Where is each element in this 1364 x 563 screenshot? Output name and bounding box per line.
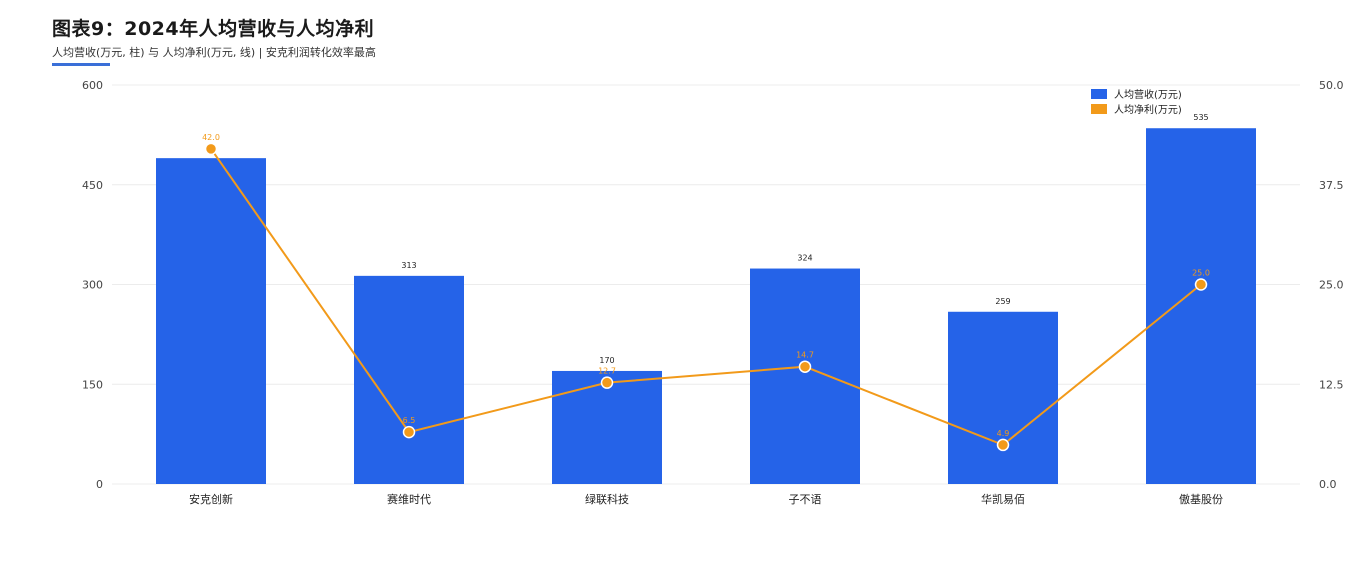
line-point xyxy=(204,142,218,156)
right-tick-label: 50.0 xyxy=(1319,79,1344,92)
legend-label: 人均营收(万元) xyxy=(1114,88,1182,101)
bar xyxy=(750,268,860,484)
line-point xyxy=(600,376,614,389)
title-underline xyxy=(52,63,110,66)
left-y-axis: 0 150 300 450 600 xyxy=(82,79,103,491)
line-point xyxy=(798,360,812,373)
left-tick-label: 300 xyxy=(82,279,103,292)
left-tick-label: 150 xyxy=(82,378,103,391)
line-value-label: 4.9 xyxy=(997,429,1010,438)
bar-value-labels: 313 170 324 259 535 xyxy=(401,113,1208,365)
right-y-axis: 0.0 12.5 25.0 37.5 50.0 xyxy=(1319,79,1344,491)
legend-label: 人均净利(万元) xyxy=(1114,103,1182,116)
right-tick-label: 12.5 xyxy=(1319,378,1344,391)
bar xyxy=(1146,128,1256,484)
chart-subtitle: 人均营收(万元, 柱) 与 人均净利(万元, 线) | 安克利润转化效率最高 xyxy=(52,46,376,59)
legend: 人均营收(万元) 人均净利(万元) xyxy=(1091,88,1182,116)
x-tick-label: 华凯易佰 xyxy=(981,492,1025,506)
line-value-label: 12.7 xyxy=(598,367,616,376)
bar-series xyxy=(156,128,1256,484)
line-point xyxy=(996,438,1010,452)
bar-value-label: 324 xyxy=(797,254,812,263)
line-point xyxy=(1194,278,1208,291)
x-tick-label: 安克创新 xyxy=(189,492,233,506)
chart-title: 图表9：2024年人均营收与人均净利 xyxy=(52,18,375,40)
bar-value-label: 170 xyxy=(599,356,614,365)
left-tick-label: 0 xyxy=(96,478,103,491)
line-value-label: 42.0 xyxy=(202,133,220,142)
right-tick-label: 25.0 xyxy=(1319,279,1344,292)
line-value-labels: 42.0 6.5 12.7 14.7 4.9 25.0 xyxy=(202,133,1210,438)
x-tick-label: 傲基股份 xyxy=(1179,492,1223,506)
x-axis-category-labels: 安克创新 赛维时代 绿联科技 子不语 华凯易佰 傲基股份 xyxy=(189,492,1223,506)
left-tick-label: 450 xyxy=(82,179,103,192)
line-value-label: 25.0 xyxy=(1192,269,1210,278)
left-tick-label: 600 xyxy=(82,79,103,92)
right-tick-label: 0.0 xyxy=(1319,478,1337,491)
bar xyxy=(156,158,266,484)
line-value-label: 14.7 xyxy=(796,351,814,360)
bar xyxy=(948,311,1058,484)
legend-swatch xyxy=(1091,104,1107,114)
bar xyxy=(552,370,662,484)
series-line xyxy=(210,148,1202,447)
line-value-label: 6.5 xyxy=(403,416,416,425)
grid-lines xyxy=(112,84,1300,485)
bar-value-label: 313 xyxy=(401,261,416,270)
bar-value-label: 259 xyxy=(995,297,1010,306)
x-tick-label: 子不语 xyxy=(789,493,822,506)
bar-value-label: 535 xyxy=(1193,113,1208,122)
bar xyxy=(354,275,464,484)
legend-swatch xyxy=(1091,89,1107,99)
x-tick-label: 绿联科技 xyxy=(585,492,629,506)
line-point xyxy=(402,425,416,439)
right-tick-label: 37.5 xyxy=(1319,179,1344,192)
x-tick-label: 赛维时代 xyxy=(387,492,431,506)
line-series xyxy=(204,142,1208,452)
